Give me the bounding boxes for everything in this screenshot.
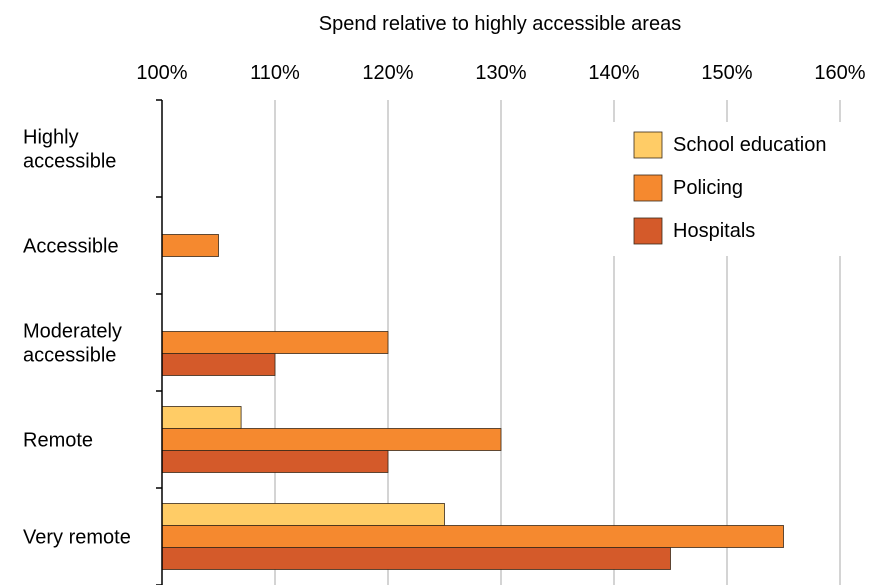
legend-swatch bbox=[633, 174, 663, 202]
legend-label: Hospitals bbox=[673, 220, 755, 242]
legend: School education Policing Hospitals bbox=[633, 131, 826, 245]
bar-hospitals bbox=[161, 450, 389, 473]
x-tick-label: 110% bbox=[250, 62, 300, 84]
category-label: Remote bbox=[23, 430, 93, 452]
bar-policing bbox=[161, 428, 502, 451]
bars bbox=[161, 234, 784, 570]
category-axis bbox=[156, 99, 163, 585]
x-tick-label: 120% bbox=[362, 62, 413, 84]
legend-swatch bbox=[633, 131, 663, 159]
bar-policing bbox=[161, 234, 219, 257]
x-tick-label: 130% bbox=[475, 62, 526, 84]
x-tick-label: 140% bbox=[588, 62, 639, 84]
category-label: Moderately accessible bbox=[23, 321, 122, 367]
bar-hospitals bbox=[161, 353, 276, 376]
bar-hospitals bbox=[161, 547, 671, 570]
category-labels: Highly accessible Accessible Moderately acce… bbox=[23, 127, 131, 549]
bar-school-education bbox=[161, 503, 445, 526]
x-tick-label: 160% bbox=[814, 62, 865, 84]
x-tick-label: 100% bbox=[136, 62, 187, 84]
x-tick-labels: 100% 110% 120% 130% 140% 150% 160% bbox=[136, 62, 865, 84]
bar-school-education bbox=[161, 406, 242, 429]
category-label: Highly accessible bbox=[23, 127, 116, 173]
bar-policing bbox=[161, 525, 784, 548]
legend-label: School education bbox=[673, 134, 826, 156]
legend-swatch bbox=[633, 217, 663, 245]
bar-policing bbox=[161, 331, 389, 354]
category-label: Accessible bbox=[23, 236, 119, 258]
x-tick-label: 150% bbox=[701, 62, 752, 84]
legend-label: Policing bbox=[673, 177, 743, 199]
x-axis-title: Spend relative to highly accessible area… bbox=[319, 13, 681, 35]
category-label: Very remote bbox=[23, 527, 131, 549]
